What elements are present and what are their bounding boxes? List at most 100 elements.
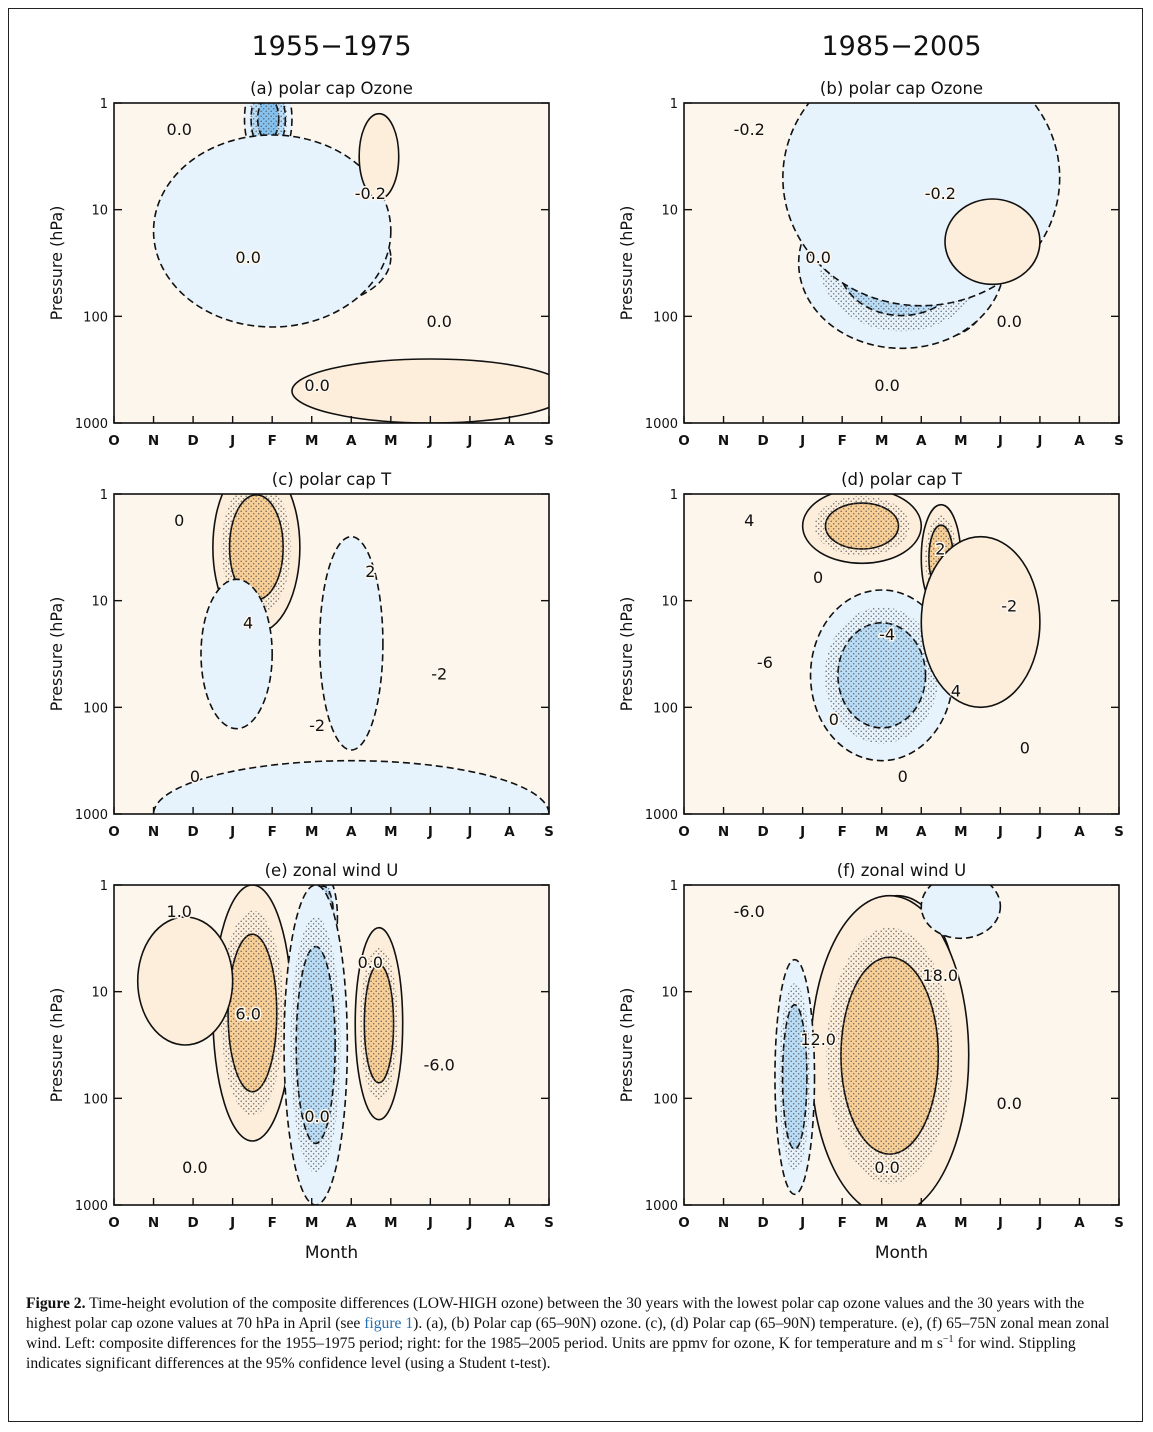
x-tick-label: M bbox=[384, 433, 397, 449]
x-tick-label: S bbox=[544, 433, 554, 449]
x-tick-label: N bbox=[718, 433, 729, 449]
panel-frame bbox=[683, 493, 1120, 815]
x-tick-label: J bbox=[229, 433, 235, 449]
contour-label: 0.0 bbox=[304, 1107, 329, 1126]
x-tick-label: A bbox=[916, 433, 927, 449]
x-tick-label: J bbox=[229, 1215, 235, 1231]
contour-label: 0 bbox=[813, 568, 823, 587]
x-tick-label: O bbox=[678, 1215, 689, 1231]
x-tick-label: M bbox=[384, 1215, 397, 1231]
x-tick-label: D bbox=[757, 824, 768, 840]
x-tick-label: F bbox=[838, 1215, 847, 1231]
contour-label: 0.0 bbox=[874, 1158, 899, 1177]
caption-text: Time-height evolution of the composite d… bbox=[26, 1295, 1085, 1332]
y-tick-label: 1000 bbox=[75, 1199, 108, 1214]
panel-c: 0 2 4 -2 -2 0 (c) polar cap T 1 10 100 1000 Pressur… bbox=[47, 470, 554, 840]
x-tick-label: J bbox=[799, 433, 805, 449]
x-tick-label: J bbox=[997, 824, 1003, 840]
y-tick-label: 1 bbox=[100, 97, 108, 112]
contour-label: 0.0 bbox=[235, 248, 260, 267]
contour-label: 18.0 bbox=[922, 966, 958, 985]
panel-frame bbox=[683, 102, 1120, 424]
panel-d: 4 2 0 -2 -4 -6 4 0 0 0 (d) polar cap T 1 10 100 1000 Pr… bbox=[617, 470, 1124, 840]
x-tick-label: J bbox=[466, 1215, 472, 1231]
y-tick-label: 1 bbox=[670, 488, 678, 503]
contour-label: 0 bbox=[174, 511, 184, 530]
contour-label: 0.0 bbox=[167, 120, 192, 139]
figure-1-link[interactable]: figure 1 bbox=[364, 1315, 414, 1332]
y-tick-label: 1 bbox=[100, 879, 108, 894]
contour-label: 2 bbox=[365, 562, 375, 581]
stippling-3 bbox=[826, 927, 953, 1184]
y-tick-label: 100 bbox=[653, 1092, 678, 1107]
contour-pos-5-1 bbox=[920, 535, 1041, 709]
x-tick-label: O bbox=[678, 433, 689, 449]
contour-label: 2 bbox=[935, 539, 945, 558]
x-tick-label: N bbox=[148, 433, 159, 449]
x-axis-label: Month bbox=[305, 1243, 358, 1263]
y-axis-label: Pressure (hPa) bbox=[47, 597, 66, 712]
x-tick-label: M bbox=[875, 1215, 888, 1231]
x-tick-label: N bbox=[148, 824, 159, 840]
contour-label: 0 bbox=[1020, 739, 1030, 758]
x-tick-label: J bbox=[997, 1215, 1003, 1231]
x-tick-label: M bbox=[875, 824, 888, 840]
contour-label: 0.0 bbox=[874, 376, 899, 395]
y-axis-label: Pressure (hPa) bbox=[47, 988, 66, 1103]
x-tick-label: S bbox=[1114, 1215, 1124, 1231]
x-tick-label: J bbox=[466, 824, 472, 840]
contour-pos-5-1 bbox=[291, 358, 549, 423]
x-tick-label: J bbox=[427, 433, 433, 449]
contour-label: 0.0 bbox=[805, 248, 830, 267]
x-tick-label: A bbox=[346, 824, 357, 840]
x-tick-label: S bbox=[544, 1215, 554, 1231]
x-tick-label: A bbox=[504, 1215, 515, 1231]
panel-title: (b) polar cap Ozone bbox=[820, 79, 983, 98]
x-tick-label: M bbox=[875, 433, 888, 449]
x-tick-label: F bbox=[268, 824, 277, 840]
x-tick-label: M bbox=[305, 433, 318, 449]
x-tick-label: A bbox=[1074, 433, 1085, 449]
figure-frame bbox=[8, 8, 1143, 1422]
panel-title: (d) polar cap T bbox=[841, 470, 963, 489]
x-tick-label: A bbox=[916, 824, 927, 840]
panel-title: (a) polar cap Ozone bbox=[250, 79, 413, 98]
x-tick-label: J bbox=[427, 824, 433, 840]
x-tick-label: F bbox=[838, 433, 847, 449]
y-tick-label: 1000 bbox=[75, 808, 108, 823]
x-tick-label: J bbox=[1036, 824, 1042, 840]
x-tick-label: A bbox=[504, 824, 515, 840]
contour-neg-3-1 bbox=[200, 578, 273, 730]
x-tick-label: O bbox=[108, 433, 119, 449]
x-axis-label: Month bbox=[875, 1243, 928, 1263]
contour-label: 0.0 bbox=[996, 1094, 1021, 1113]
x-tick-label: A bbox=[1074, 824, 1085, 840]
y-tick-label: 100 bbox=[83, 1092, 108, 1107]
column-title-2: 1985−2005 bbox=[821, 31, 981, 62]
y-tick-label: 1000 bbox=[645, 417, 678, 432]
figure-svg: 1955−1975 1985−2005 0.0 -0.2 0.0 0.0 0.0 (a) po… bbox=[47, 31, 1124, 1263]
contour-label: -6.0 bbox=[424, 1056, 455, 1075]
contour-label: -0.2 bbox=[355, 184, 386, 203]
contour-label: -2 bbox=[431, 665, 447, 684]
contour-neg-3-1 bbox=[152, 134, 392, 328]
y-tick-label: 10 bbox=[91, 986, 108, 1001]
y-tick-label: 1 bbox=[100, 488, 108, 503]
y-tick-label: 1 bbox=[670, 97, 678, 112]
contour-label: 1.0 bbox=[167, 902, 192, 921]
x-tick-label: J bbox=[997, 433, 1003, 449]
contour-label: -2 bbox=[1001, 596, 1017, 615]
caption-text-2: ). (a), (b) Polar cap (65–90N) ozone. (c… bbox=[26, 1315, 1110, 1352]
contour-label: 6.0 bbox=[235, 1004, 260, 1023]
contour-label: -6 bbox=[757, 653, 773, 672]
caption-text-3: for wind. Stippling indicates significan… bbox=[26, 1335, 1076, 1372]
contour-neg-5-1 bbox=[152, 759, 549, 814]
contour-label: -0.2 bbox=[925, 184, 956, 203]
x-tick-label: J bbox=[1036, 433, 1042, 449]
panel-b: -0.2 -0.2 0.0 0.0 0.0 (b) polar cap Ozone 1 10 1… bbox=[617, 79, 1124, 449]
x-tick-label: J bbox=[799, 1215, 805, 1231]
x-tick-label: J bbox=[466, 433, 472, 449]
x-tick-label: O bbox=[108, 824, 119, 840]
contour-label: 4 bbox=[744, 511, 754, 530]
figure-caption: Figure 2. Time-height evolution of the c… bbox=[26, 1294, 1131, 1374]
